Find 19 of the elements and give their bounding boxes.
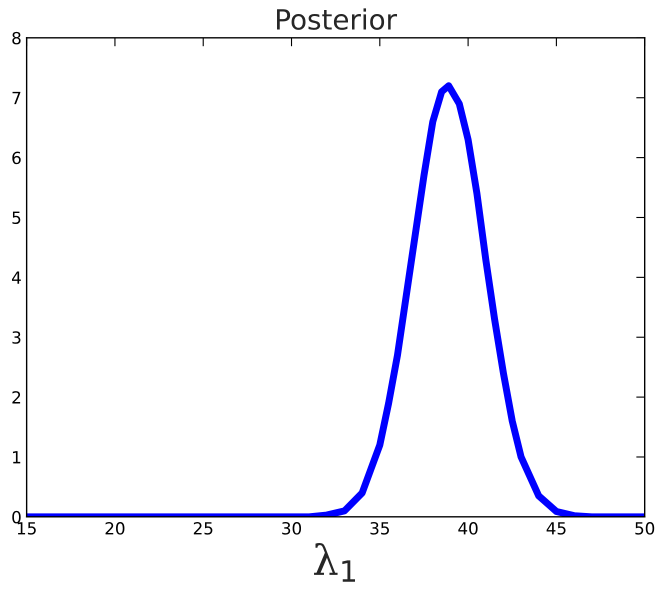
x-tick-label: 35 [370, 522, 389, 535]
chart-title: Posterior [277, 8, 398, 30]
y-tick-label: 3 [12, 331, 20, 344]
x-tick-label: 15 [18, 522, 36, 535]
x-tick-label: 40 [458, 522, 478, 535]
y-tick-label: 8 [12, 32, 21, 44]
x-tick-label: 50 [635, 522, 654, 535]
y-tick-label: 0 [12, 510, 21, 524]
y-tick-label: 7 [12, 92, 20, 104]
y-tick-label: 1 [13, 451, 20, 464]
x-tick-label: 20 [106, 522, 124, 535]
y-tick-label: 2 [12, 391, 20, 404]
y-tick-label: 4 [12, 272, 21, 284]
x-tick-label: 30 [282, 522, 302, 535]
y-tick-label: 5 [12, 212, 20, 224]
x-tick-label: 25 [194, 522, 212, 535]
y-tick-label: 6 [12, 152, 21, 164]
x-tick-label: 45 [546, 522, 566, 535]
x-axis-title: λ$_{1}$ [314, 542, 355, 582]
